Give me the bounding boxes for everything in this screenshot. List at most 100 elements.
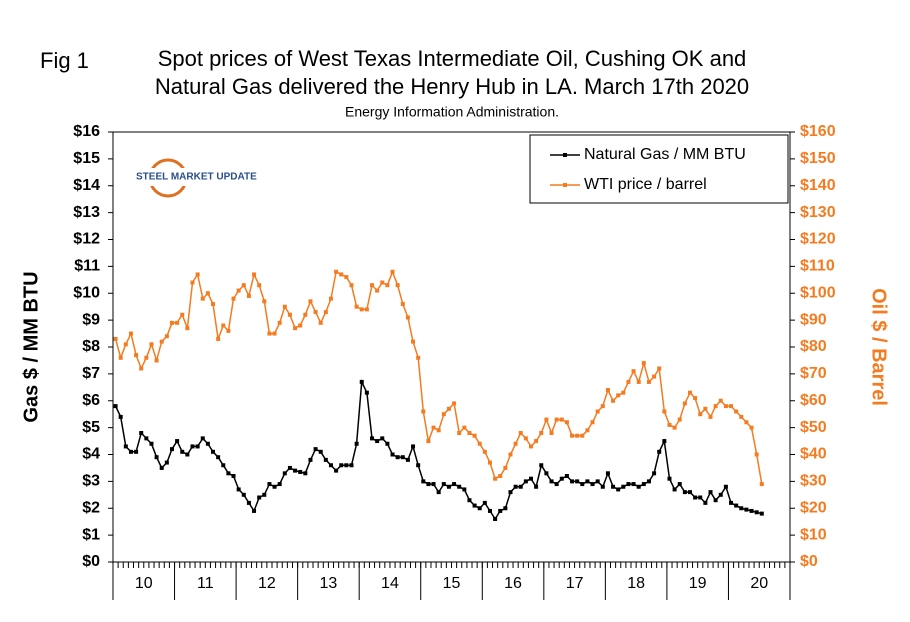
logo-bg bbox=[130, 168, 280, 186]
legend-label: WTI price / barrel bbox=[584, 176, 707, 193]
y2-tick-label: $70 bbox=[800, 365, 827, 382]
data-point bbox=[528, 476, 533, 481]
data-point bbox=[600, 484, 605, 489]
data-point bbox=[508, 452, 513, 457]
data-point bbox=[231, 474, 236, 478]
y2-tick-label: $0 bbox=[800, 553, 818, 570]
y-tick-label: $11 bbox=[74, 258, 100, 275]
data-point bbox=[477, 506, 482, 511]
data-point bbox=[205, 291, 210, 296]
data-point bbox=[139, 366, 144, 371]
data-point bbox=[534, 439, 539, 444]
y2-tick-label: $100 bbox=[800, 284, 836, 301]
data-point bbox=[149, 441, 154, 446]
data-point bbox=[431, 425, 436, 430]
legend-marker bbox=[563, 183, 567, 187]
data-point bbox=[759, 511, 764, 516]
logo: STEEL MARKET UPDATE bbox=[130, 158, 280, 198]
data-point bbox=[641, 361, 646, 366]
data-point bbox=[559, 476, 564, 481]
data-point bbox=[472, 503, 477, 508]
data-point bbox=[385, 283, 390, 288]
data-point bbox=[585, 479, 590, 484]
data-point bbox=[344, 275, 349, 280]
data-point bbox=[713, 404, 718, 409]
data-point bbox=[595, 409, 600, 414]
data-point bbox=[467, 498, 472, 503]
data-point bbox=[113, 404, 118, 409]
x-tick-label: 10 bbox=[135, 575, 153, 592]
data-point bbox=[344, 463, 349, 468]
data-point bbox=[482, 449, 487, 454]
data-point bbox=[539, 463, 544, 468]
data-point bbox=[698, 495, 703, 500]
data-point bbox=[682, 490, 687, 495]
data-point bbox=[687, 390, 692, 395]
data-point bbox=[175, 320, 180, 325]
data-point bbox=[149, 342, 154, 347]
y2-tick-label: $20 bbox=[800, 499, 827, 516]
y2-axis-label: Oil $ / Barrel bbox=[868, 288, 890, 406]
data-point bbox=[293, 468, 298, 473]
x-tick-label: 17 bbox=[566, 575, 584, 592]
data-point bbox=[349, 283, 354, 288]
data-point bbox=[293, 326, 298, 331]
data-point bbox=[175, 439, 180, 444]
legend-marker bbox=[563, 153, 567, 157]
data-point bbox=[190, 444, 195, 449]
y2-tick-label: $130 bbox=[800, 204, 836, 221]
data-point bbox=[375, 439, 380, 444]
y-tick-label: $14 bbox=[73, 177, 100, 194]
data-point bbox=[298, 469, 303, 474]
y-tick-label: $2 bbox=[82, 499, 100, 516]
x-tick-label: 11 bbox=[197, 575, 214, 592]
logo-text: STEEL MARKET UPDATE bbox=[136, 172, 257, 183]
data-point bbox=[672, 487, 677, 492]
y2-tick-label: $140 bbox=[800, 177, 836, 194]
data-point bbox=[580, 482, 585, 487]
data-point bbox=[118, 414, 123, 419]
data-point bbox=[185, 326, 190, 331]
data-point bbox=[462, 425, 467, 430]
data-point bbox=[677, 482, 682, 487]
data-point bbox=[411, 444, 416, 449]
data-point bbox=[252, 272, 257, 277]
data-point bbox=[221, 323, 226, 328]
data-point bbox=[349, 463, 354, 468]
data-point bbox=[554, 482, 559, 487]
x-tick-label: 18 bbox=[627, 575, 645, 592]
x-tick-label: 16 bbox=[504, 575, 522, 592]
data-point bbox=[590, 482, 595, 487]
data-point bbox=[723, 404, 728, 409]
data-point bbox=[216, 455, 221, 460]
y2-tick-label: $40 bbox=[800, 446, 827, 463]
data-point bbox=[400, 302, 405, 306]
y2-tick-label: $80 bbox=[800, 338, 827, 355]
data-point bbox=[226, 471, 231, 476]
data-point bbox=[328, 296, 333, 301]
data-point bbox=[231, 296, 236, 301]
data-point bbox=[134, 353, 139, 358]
y2-tick-label: $160 bbox=[800, 123, 836, 140]
data-point bbox=[657, 366, 662, 371]
data-point bbox=[380, 280, 385, 285]
data-point bbox=[446, 484, 451, 489]
data-point bbox=[180, 449, 185, 454]
data-point bbox=[303, 312, 308, 317]
data-point bbox=[287, 465, 292, 470]
data-point bbox=[354, 441, 359, 446]
data-point bbox=[211, 449, 216, 454]
data-point bbox=[508, 490, 513, 495]
data-point bbox=[493, 517, 498, 521]
y2-tick-label: $90 bbox=[800, 311, 827, 328]
data-point bbox=[441, 482, 446, 487]
data-point bbox=[754, 510, 759, 515]
data-point bbox=[221, 463, 226, 468]
data-point bbox=[405, 315, 410, 320]
data-point bbox=[154, 358, 159, 363]
data-point bbox=[303, 471, 308, 476]
y-tick-label: $8 bbox=[82, 338, 100, 355]
data-point bbox=[605, 388, 610, 392]
data-point bbox=[554, 417, 559, 422]
data-point bbox=[693, 495, 698, 500]
